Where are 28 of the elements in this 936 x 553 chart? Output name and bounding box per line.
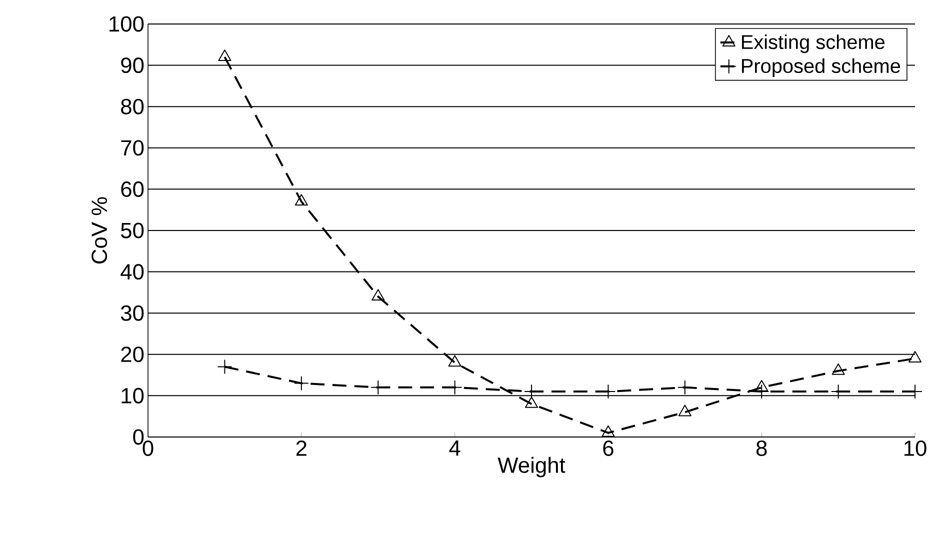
point: [372, 289, 385, 301]
legend-label: Existing scheme: [742, 34, 885, 54]
y-tick-label: 0: [133, 429, 144, 445]
point: [294, 194, 308, 206]
point: [448, 355, 462, 367]
x-tick-label: 4: [449, 440, 460, 456]
x-axis-title: Weight: [498, 456, 566, 478]
point: [294, 376, 309, 391]
point: [677, 380, 692, 395]
y-tick-label: 20: [121, 346, 144, 362]
y-tick-label: 60: [121, 181, 144, 197]
point: [218, 50, 232, 62]
x-tick-label: 8: [756, 440, 767, 456]
y-axis-title: CoV %: [92, 197, 108, 264]
y-tick-label: 30: [120, 305, 144, 321]
x-tick-label: 10: [904, 440, 926, 456]
y-tick-label: 10: [122, 388, 144, 404]
point: [908, 351, 922, 362]
y-tick-label: 90: [121, 58, 144, 74]
legend-label: Proposed scheme: [742, 58, 900, 77]
y-tick-label: 40: [120, 264, 144, 280]
point: [217, 359, 232, 374]
y-tick-label: 70: [121, 140, 144, 156]
x-tick-label: 2: [296, 440, 306, 456]
y-tick-label: 50: [120, 222, 144, 238]
y-tick-label: 80: [121, 98, 144, 114]
x-tick-label: 6: [603, 440, 614, 456]
y-tick-label: 100: [110, 16, 144, 32]
